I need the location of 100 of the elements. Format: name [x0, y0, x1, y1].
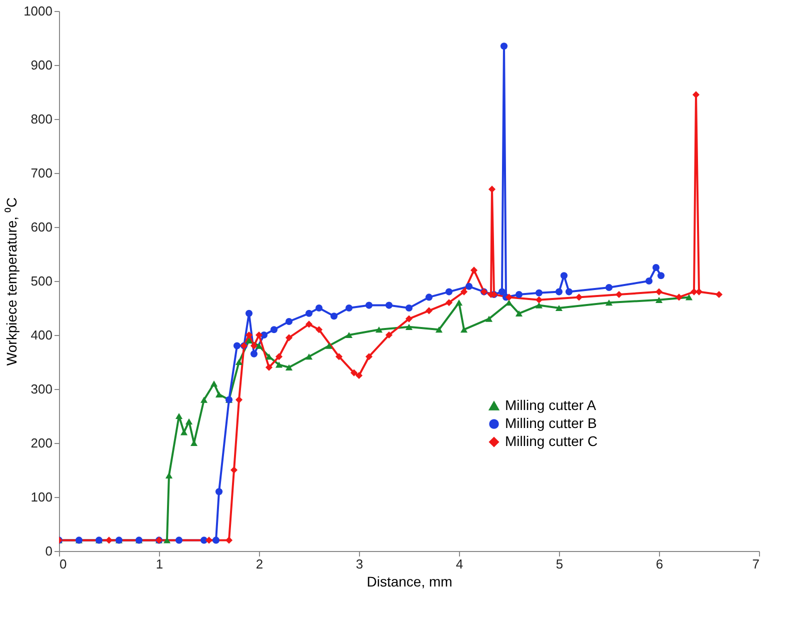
- point: [615, 290, 623, 298]
- point: [460, 326, 468, 333]
- x-tick-label: 5: [556, 556, 564, 572]
- point: [175, 536, 183, 544]
- point: [230, 466, 238, 474]
- point: [185, 418, 193, 424]
- point: [255, 331, 263, 339]
- point: [405, 315, 413, 322]
- point: [335, 353, 343, 360]
- legend-label: Milling cutter C: [505, 433, 598, 449]
- point: [675, 294, 683, 301]
- point: [275, 362, 283, 368]
- point: [565, 288, 573, 296]
- point: [225, 536, 233, 544]
- point: [515, 290, 523, 298]
- point: [270, 326, 278, 334]
- point: [305, 310, 313, 317]
- x-tick-label: 7: [752, 556, 760, 572]
- x-tick-label: 6: [656, 556, 664, 572]
- point: [455, 300, 463, 306]
- point: [445, 299, 453, 306]
- point: [215, 488, 223, 496]
- point: [305, 320, 313, 328]
- point: [245, 337, 253, 344]
- point: [375, 326, 383, 333]
- point: [165, 472, 173, 478]
- x-axis-title: Distance, mm: [366, 574, 452, 590]
- point: [515, 310, 523, 316]
- y-tick-label: 300: [30, 382, 52, 396]
- point: [200, 396, 208, 403]
- point: [345, 332, 353, 338]
- point: [345, 304, 353, 312]
- y-tick-label: 600: [30, 220, 52, 234]
- point: [685, 294, 693, 300]
- point: [505, 294, 513, 301]
- point: [285, 318, 293, 326]
- y-tick-label: 500: [30, 274, 52, 288]
- point: [245, 331, 253, 339]
- point: [435, 326, 443, 333]
- point: [405, 304, 413, 312]
- point: [305, 354, 313, 360]
- point: [315, 326, 323, 334]
- point: [365, 302, 373, 309]
- point: [605, 300, 613, 306]
- point: [205, 536, 213, 544]
- point: [350, 369, 358, 376]
- y-axis-title: Workpiece temperature, ⁰C: [4, 197, 20, 366]
- point: [555, 304, 563, 312]
- point: [235, 396, 243, 404]
- point: [365, 353, 373, 360]
- y-tick-label: 1000: [24, 4, 52, 18]
- point: [285, 334, 293, 342]
- point: [692, 91, 700, 98]
- y-tick-label: 0: [45, 544, 52, 558]
- legend-label: Milling cutter B: [505, 415, 597, 431]
- point: [175, 412, 183, 420]
- point: [535, 296, 543, 304]
- point: [460, 288, 468, 296]
- point: [655, 288, 663, 296]
- point: [315, 304, 323, 312]
- point: [645, 277, 653, 285]
- x-tick-label: 2: [256, 556, 264, 572]
- point: [652, 264, 660, 272]
- point: [485, 316, 493, 322]
- point: [325, 342, 333, 349]
- x-tick-label: 0: [60, 556, 67, 572]
- point: [180, 429, 188, 436]
- point: [212, 536, 220, 544]
- x-tick-label: 1: [156, 556, 164, 572]
- point: [285, 364, 293, 370]
- point: [105, 536, 113, 544]
- point: [470, 266, 478, 274]
- x-tick-label: 4: [456, 556, 464, 572]
- x-tick-label: 3: [356, 556, 364, 572]
- point: [330, 312, 338, 320]
- point: [163, 537, 171, 544]
- y-tick-label: 800: [30, 112, 52, 126]
- point: [250, 342, 258, 350]
- point: [275, 353, 283, 360]
- point: [535, 302, 543, 308]
- point: [385, 302, 393, 309]
- point: [560, 272, 568, 280]
- point: [255, 342, 263, 349]
- point: [215, 391, 223, 398]
- y-tick-label: 700: [30, 166, 52, 180]
- point: [355, 372, 363, 380]
- y-tick-label: 100: [30, 490, 52, 504]
- point: [425, 307, 433, 314]
- point: [233, 342, 241, 350]
- y-tick-label: 400: [30, 328, 52, 342]
- point: [715, 290, 723, 298]
- point: [555, 288, 563, 296]
- point: [250, 350, 258, 358]
- point: [535, 289, 543, 296]
- legend-label: Milling cutter A: [505, 397, 597, 413]
- y-tick-label: 900: [30, 58, 52, 72]
- y-tick-label: 200: [30, 436, 52, 450]
- point: [605, 284, 613, 292]
- point: [498, 288, 506, 296]
- point: [465, 282, 473, 290]
